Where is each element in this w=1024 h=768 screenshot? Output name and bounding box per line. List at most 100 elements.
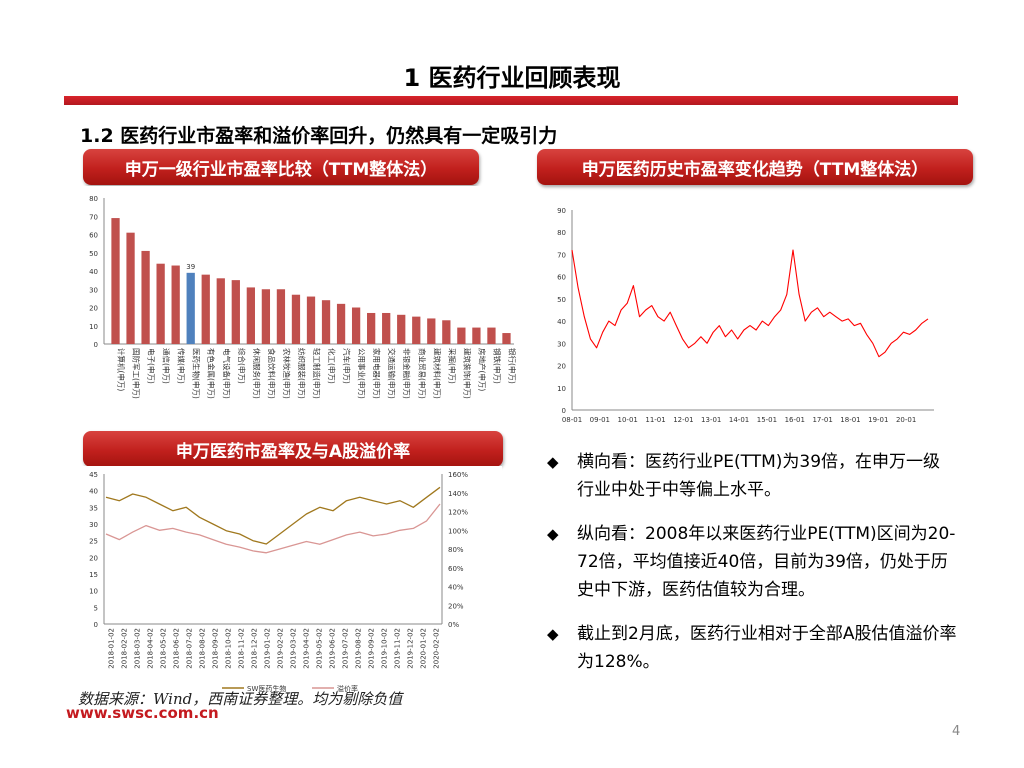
bar (442, 320, 451, 344)
bar (291, 294, 301, 344)
x-tick-label: 电子(申万) (147, 348, 157, 384)
y-tick-label-right: 20% (448, 602, 464, 610)
pe-premium-line-chart: 0 5 10 15 20 25 30 35 40 45 0% 20% 40% 60% 80% 100% 120%… (82, 466, 502, 696)
x-tick-label: 20-01 (896, 416, 916, 424)
bar (397, 314, 406, 344)
bar (216, 278, 225, 344)
x-tick-label: 2020-02-02 (433, 628, 441, 669)
section-subtitle: 1.2 医药行业市盈率和溢价率回升，仍然具有一定吸引力 (80, 125, 558, 147)
x-tick-label: 家用电器(申万) (372, 348, 382, 399)
y-tick-label: 20 (557, 363, 566, 371)
x-tick-label: 2019-07-02 (342, 628, 350, 669)
y-tick-label-right: 80% (448, 546, 464, 554)
y-tick-label: 30 (557, 340, 566, 348)
bullet-text: 纵向看：2008年以来医药行业PE(TTM)区间为20-72倍，平均值接近40倍… (577, 524, 956, 600)
x-tick-label: 13-01 (701, 416, 721, 424)
x-tick-label: 2019-08-02 (355, 628, 363, 669)
bar (141, 250, 150, 344)
x-tick-label: 食品饮料(申万) (267, 348, 277, 399)
y-tick-label-left: 25 (89, 538, 98, 546)
y-tick-label-left: 15 (89, 571, 98, 579)
x-tick-label: 农林牧渔(申万) (282, 348, 292, 399)
x-tick-label: 2019-03-02 (290, 628, 298, 669)
y-tick-label: 70 (557, 251, 566, 259)
x-tick-label: 钢铁(申万) (492, 348, 502, 384)
bar (457, 327, 466, 344)
x-tick-label: 2018-09-02 (212, 628, 220, 669)
bar (156, 263, 165, 344)
data-source-note: 数据来源：Wind，西南证券整理。均为剔除负值 (78, 690, 403, 708)
x-tick-label: 汽车(申万) (342, 348, 352, 384)
pe-history-line (571, 249, 929, 358)
y-tick-label-left: 0 (94, 621, 98, 629)
bullet-text: 截止到2月底，医药行业相对于全部A股估值溢价率为128%。 (577, 624, 957, 672)
x-tick-label: 08-01 (562, 416, 582, 424)
x-tick-label: 2019-02-02 (277, 628, 285, 669)
bar (472, 327, 481, 344)
bar (126, 232, 135, 344)
x-tick-label: 医药生物(申万) (192, 348, 202, 399)
x-tick-label: 国防军工(申万) (132, 348, 142, 399)
x-tick-label: 2018-05-02 (160, 628, 168, 669)
x-tick-label: 综合(申万) (237, 348, 247, 384)
x-tick-label: 2018-07-02 (186, 628, 194, 669)
x-tick-label: 2018-04-02 (147, 628, 155, 669)
bar (276, 289, 286, 344)
x-tick-label: 传媒(申万) (177, 348, 187, 384)
bar (231, 280, 240, 344)
y-tick-label-left: 20 (89, 554, 98, 562)
y-tick-label-right: 0% (448, 621, 459, 629)
x-tick-label: 18-01 (840, 416, 860, 424)
x-tick-label: 19-01 (868, 416, 888, 424)
x-tick-label: 2018-10-02 (225, 628, 233, 669)
x-tick-label: 房地产(申万) (477, 348, 487, 391)
x-tick-label: 2018-08-02 (199, 628, 207, 669)
y-tick-label: 0 (562, 407, 566, 415)
y-tick-label-left: 45 (89, 471, 98, 479)
x-tick-label: 11-01 (645, 416, 665, 424)
y-tick-label-right: 160% (448, 471, 468, 479)
x-tick-label: 17-01 (812, 416, 832, 424)
y-tick-label: 60 (557, 274, 566, 282)
diamond-icon: ◆ (547, 625, 559, 643)
bar (336, 303, 346, 344)
y-tick-label: 40 (89, 268, 98, 276)
bar (201, 274, 210, 344)
y-tick-label-right: 140% (448, 490, 468, 498)
y-tick-label: 10 (89, 323, 98, 331)
website-link[interactable]: www.swsc.com.cn (66, 704, 219, 722)
premium-banner: 申万医药市盈率及与A股溢价率 (83, 431, 503, 467)
page-number: 4 (952, 724, 961, 739)
x-tick-label: 2018-01-02 (108, 628, 116, 669)
y-tick-label: 50 (89, 250, 98, 258)
bar (367, 312, 376, 344)
y-tick-label: 0 (94, 341, 98, 349)
bar (382, 312, 391, 344)
y-tick-label-left: 35 (89, 504, 98, 512)
x-tick-label: 休闲服务(申万) (252, 348, 262, 399)
legend-label: 溢价率 (337, 684, 358, 693)
title-divider (64, 96, 958, 105)
bullet-horizontal: ◆ 横向看：医药行业PE(TTM)为39倍，在申万一级行业中处于中等偏上水平。 (547, 448, 957, 504)
x-tick-label: 2018-11-02 (238, 628, 246, 669)
bar (487, 327, 496, 344)
x-tick-label: 建筑材料(申万) (432, 348, 442, 399)
diamond-icon: ◆ (547, 453, 559, 471)
x-tick-label: 交通运输(申万) (387, 348, 397, 399)
x-tick-label: 2018-06-02 (173, 628, 181, 669)
x-tick-label: 2019-10-02 (381, 628, 389, 669)
x-tick-label: 通信(申万) (162, 348, 172, 384)
bar (171, 265, 180, 344)
x-tick-label: 2019-09-02 (368, 628, 376, 669)
x-tick-label: 14-01 (729, 416, 749, 424)
y-tick-label: 90 (557, 207, 566, 215)
x-tick-label: 非银金融(申万) (402, 348, 412, 399)
bullet-vertical: ◆ 纵向看：2008年以来医药行业PE(TTM)区间为20-72倍，平均值接近4… (547, 520, 957, 604)
premium-line (105, 503, 441, 554)
diamond-icon: ◆ (547, 525, 559, 543)
y-tick-label: 50 (557, 296, 566, 304)
industry-pe-banner: 申万一级行业市盈率比较（TTM整体法） (83, 149, 479, 185)
bullet-list: ◆ 横向看：医药行业PE(TTM)为39倍，在申万一级行业中处于中等偏上水平。 … (547, 448, 957, 692)
pe-line (105, 486, 441, 545)
y-tick-label: 10 (557, 385, 566, 393)
